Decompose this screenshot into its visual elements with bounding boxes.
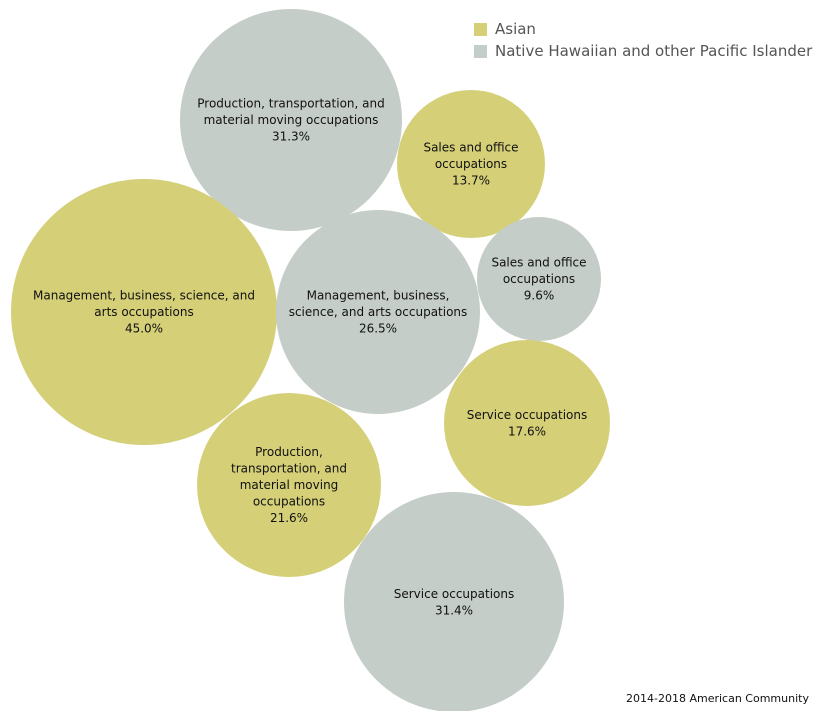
- bubble-category-label: Service occupations: [467, 408, 588, 422]
- legend-label-asian: Asian: [495, 20, 536, 38]
- legend-item-asian: Asian: [474, 18, 812, 40]
- bubble-label-7: Service occupations 31.4%: [394, 587, 515, 618]
- bubble-category-label: Sales and office: [423, 141, 518, 155]
- bubble-category-label: material moving: [240, 478, 339, 492]
- bubble-category-label: occupations: [253, 495, 325, 509]
- bubble-category-label: occupations: [503, 272, 575, 286]
- bubble-category-label: transportation, and: [231, 462, 347, 476]
- bubble-category-label: Production, transportation, and: [197, 97, 384, 111]
- legend-label-nhpi: Native Hawaiian and other Pacific Island…: [495, 42, 813, 60]
- bubble-category-label: Sales and office: [491, 256, 586, 270]
- bubble-label-6: Production, transportation, and material m…: [231, 445, 347, 525]
- bubble-7: [344, 492, 564, 711]
- bubble-value-label: 9.6%: [524, 289, 555, 303]
- bubble-category-label: material moving occupations: [204, 113, 379, 127]
- bubble-value-label: 26.5%: [359, 322, 397, 336]
- bubble-category-label: Management, business, science, and: [33, 289, 255, 303]
- bubble-value-label: 45.0%: [125, 322, 163, 336]
- legend-swatch-asian: [474, 22, 487, 36]
- bubble-value-label: 31.3%: [272, 130, 310, 144]
- bubble-4: [477, 217, 601, 341]
- bubble-category-label: Production,: [255, 445, 323, 459]
- bubble-label-3: Management, business, science, and arts o…: [289, 289, 468, 336]
- legend-swatch-nhpi: [474, 44, 487, 58]
- bubble-category-label: occupations: [435, 157, 507, 171]
- bubble-3: [276, 210, 480, 414]
- legend: Asian Native Hawaiian and other Pacific …: [474, 18, 812, 62]
- bubble-category-label: Management, business,: [307, 289, 450, 303]
- bubble-value-label: 13.7%: [452, 174, 490, 188]
- bubble-category-label: science, and arts occupations: [289, 305, 468, 319]
- bubble-value-label: 31.4%: [435, 603, 473, 617]
- source-note: 2014-2018 American Community: [626, 692, 809, 705]
- bubble-0: [180, 9, 402, 231]
- bubble-label-4: Sales and office occupations 9.6%: [491, 256, 586, 303]
- bubble-label-1: Sales and office occupations 13.7%: [423, 141, 518, 188]
- bubble-label-0: Production, transportation, and material …: [197, 97, 384, 144]
- bubble-6: [197, 393, 381, 577]
- bubble-5: [444, 340, 610, 506]
- bubble-2: [11, 179, 277, 445]
- bubble-label-5: Service occupations 17.6%: [467, 408, 588, 439]
- bubble-label-2: Management, business, science, and arts o…: [33, 289, 255, 336]
- bubble-1: [397, 90, 545, 238]
- legend-item-nhpi: Native Hawaiian and other Pacific Island…: [474, 40, 812, 62]
- bubble-category-label: Service occupations: [394, 587, 515, 601]
- bubble-value-label: 17.6%: [508, 424, 546, 438]
- bubble-value-label: 21.6%: [270, 511, 308, 525]
- bubble-category-label: arts occupations: [94, 305, 193, 319]
